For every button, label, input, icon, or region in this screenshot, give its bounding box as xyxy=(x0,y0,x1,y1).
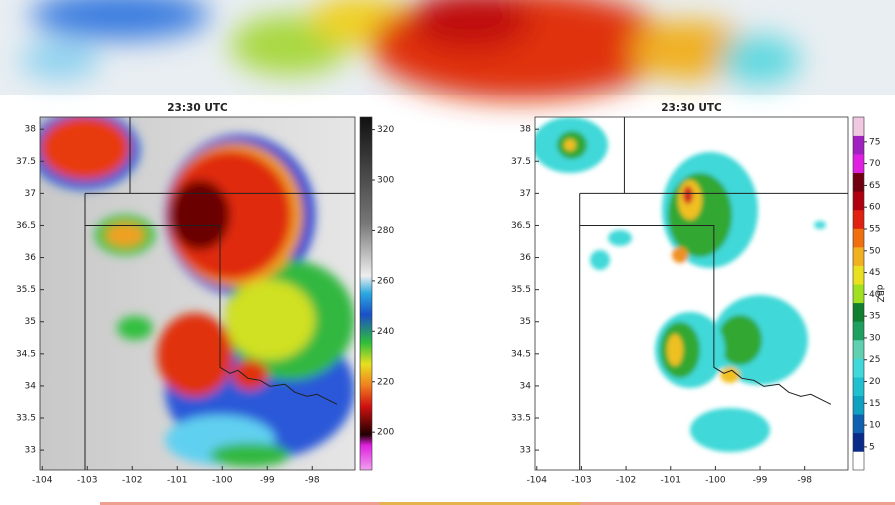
x-tick-label: -100 xyxy=(212,476,233,486)
colorbar-tick-label: 70 xyxy=(869,159,881,169)
y-tick-label: 33.5 xyxy=(16,414,36,424)
colorbar-segment xyxy=(853,414,864,434)
colorbar-tick-label: 35 xyxy=(869,312,880,322)
y-tick-label: 34 xyxy=(520,381,532,391)
colorbar-segment xyxy=(853,451,864,471)
x-tick-label: -101 xyxy=(167,476,187,486)
y-tick-label: 34.5 xyxy=(511,349,531,359)
x-tick-label: -104 xyxy=(32,476,53,486)
bottom-strip xyxy=(100,502,895,505)
x-tick-label: -100 xyxy=(705,476,726,486)
y-tick-label: 34 xyxy=(25,381,37,391)
colorbar-tick-label: 25 xyxy=(869,355,880,365)
colorbar-segment xyxy=(853,154,864,174)
colorbar-tick-label: 20 xyxy=(869,377,881,387)
y-tick-label: 35 xyxy=(520,317,531,327)
x-tick-label: -104 xyxy=(527,476,548,486)
y-tick-label: 35.5 xyxy=(511,285,531,295)
colorbar-tick-label: 220 xyxy=(377,377,394,387)
x-tick-label: -99 xyxy=(260,476,275,486)
colorbar-tick-label: 260 xyxy=(377,276,394,286)
colorbar-tick-label: 55 xyxy=(869,225,880,235)
colorbar-tick-label: 60 xyxy=(869,203,881,213)
x-tick-label: -101 xyxy=(661,476,681,486)
y-tick-label: 37 xyxy=(520,189,531,199)
x-tick-label: -98 xyxy=(797,476,812,486)
colorbar-segment xyxy=(853,432,864,452)
y-tick-label: 34.5 xyxy=(16,349,36,359)
colorbar-tick-label: 280 xyxy=(377,226,394,236)
x-tick-label: -103 xyxy=(571,476,591,486)
satellite-imagery xyxy=(40,117,355,470)
borders-1 xyxy=(579,117,848,470)
colorbar-segment xyxy=(853,117,864,136)
colorbar-segment xyxy=(853,247,864,266)
y-tick-label: 36 xyxy=(520,253,532,263)
colorbar-segment xyxy=(853,265,864,285)
colorbar-segment xyxy=(853,321,864,341)
y-tick-label: 37.5 xyxy=(511,157,531,167)
colorbar-tick-label: 5 xyxy=(869,442,875,452)
y-tick-label: 37.5 xyxy=(16,157,36,167)
colorbar-tick-label: 10 xyxy=(869,421,881,431)
y-tick-label: 33.5 xyxy=(511,414,531,424)
colorbar-tick-label: 300 xyxy=(377,176,394,186)
colorbar-segment xyxy=(853,302,864,322)
y-tick-label: 35.5 xyxy=(16,285,36,295)
colorbar-tick-label: 240 xyxy=(377,327,394,337)
colorbar-label: dBZ xyxy=(875,284,885,302)
colorbar-tick-label: 75 xyxy=(869,137,880,147)
colorbar-segment xyxy=(853,395,864,415)
plot-frame xyxy=(534,116,849,471)
colorbar-segment xyxy=(853,284,864,304)
colorbar-segment xyxy=(853,228,864,248)
borders-0 xyxy=(84,117,355,470)
y-tick-label: 33 xyxy=(25,446,36,456)
colorbar-tick-label: 45 xyxy=(869,268,880,278)
y-tick-label: 35 xyxy=(25,317,36,327)
x-tick-label: -102 xyxy=(616,476,636,486)
x-tick-label: -99 xyxy=(753,476,768,486)
colorbar-tick-label: 50 xyxy=(869,246,881,256)
colorbar-segment xyxy=(853,191,864,211)
x-tick-label: -103 xyxy=(77,476,97,486)
colorbar-tick-label: 15 xyxy=(869,399,880,409)
colorbar-segment xyxy=(853,209,864,229)
colorbar-frame xyxy=(852,116,865,471)
colorbar-tick-label: 320 xyxy=(377,125,394,135)
panel-title: 23:30 UTC xyxy=(661,102,722,114)
colorbar-segment xyxy=(853,377,864,396)
y-tick-label: 36 xyxy=(25,253,37,263)
colorbar-tick-label: 200 xyxy=(377,428,394,438)
plot-frame xyxy=(39,116,356,471)
colorbar-segment xyxy=(853,135,864,155)
state-borders xyxy=(84,117,848,470)
border xyxy=(579,117,848,470)
colorbar-segment xyxy=(853,339,864,359)
y-tick-label: 38 xyxy=(520,125,532,135)
top-banner xyxy=(0,0,895,100)
y-tick-label: 37 xyxy=(25,189,36,199)
x-tick-label: -102 xyxy=(122,476,142,486)
y-tick-label: 33 xyxy=(520,446,531,456)
y-tick-label: 36.5 xyxy=(16,221,36,231)
colorbar-segment xyxy=(853,358,864,378)
radar-imagery xyxy=(535,117,848,470)
colorbar-tick-label: 65 xyxy=(869,181,880,191)
border xyxy=(84,117,355,470)
x-tick-label: -98 xyxy=(305,476,320,486)
panel-title: 23:30 UTC xyxy=(167,102,228,114)
colorbar-segment xyxy=(853,172,864,192)
colorbar xyxy=(359,116,373,471)
y-tick-label: 36.5 xyxy=(511,221,531,231)
colorbar-tick-label: 30 xyxy=(869,333,881,343)
y-tick-label: 38 xyxy=(25,125,37,135)
colorbar-tick-label: 40 xyxy=(869,290,881,300)
